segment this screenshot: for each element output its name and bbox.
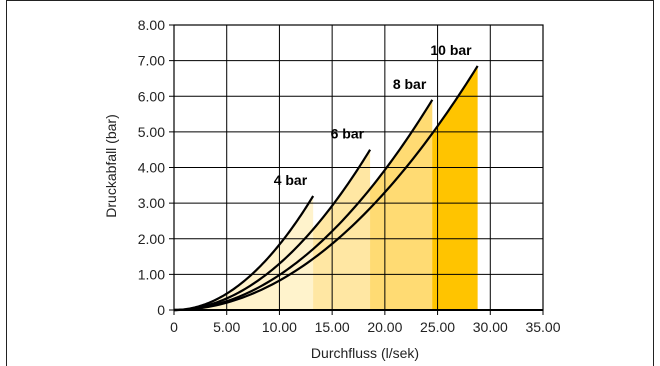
curve-labels: 4 bar 6 bar 8 bar 10 bar [274, 42, 472, 188]
curve-10-bar [173, 65, 479, 312]
y-tick-label: 8.00 [138, 17, 165, 33]
x-tick-label: 15.00 [315, 319, 350, 335]
fill-6-bar [174, 149, 371, 310]
chart-frame [6, 0, 654, 366]
curve-label-8-bar: 8 bar [393, 76, 427, 92]
curve-label-10-bar: 10 bar [430, 42, 472, 58]
y-tick-label: 7.00 [138, 53, 165, 69]
x-tick-label: 35.00 [525, 319, 560, 335]
curves [173, 65, 479, 312]
y-tick-label: 2.00 [138, 231, 165, 247]
y-tick-label: 5.00 [138, 124, 165, 140]
y-tick-label: 4.00 [138, 160, 165, 176]
x-tick-label: 30.00 [473, 319, 508, 335]
x-tick-labels: 0 5.00 10.00 15.00 20.00 25.00 30.00 35.00 [170, 319, 561, 335]
axes [169, 24, 544, 315]
grid-lines [174, 25, 543, 310]
x-tick-label: 20.00 [367, 319, 402, 335]
curve-label-4-bar: 4 bar [274, 172, 308, 188]
x-tick-label: 25.00 [420, 319, 455, 335]
y-tick-label: 3.00 [138, 195, 165, 211]
y-axis-label: Druckabfall (bar) [103, 114, 119, 217]
y-tick-labels: 0 1.00 2.00 3.00 4.00 5.00 6.00 7.00 8.00 [138, 17, 165, 318]
x-tick-label: 5.00 [213, 319, 240, 335]
area-fills [174, 65, 478, 310]
x-axis-label: Durchfluss (l/sek) [311, 345, 419, 361]
curve-label-6-bar: 6 bar [331, 126, 365, 142]
y-tick-label: 1.00 [138, 266, 165, 282]
y-tick-label: 0 [157, 302, 165, 318]
x-tick-label: 10.00 [262, 319, 297, 335]
y-tick-label: 6.00 [138, 88, 165, 104]
x-tick-label: 0 [170, 319, 178, 335]
